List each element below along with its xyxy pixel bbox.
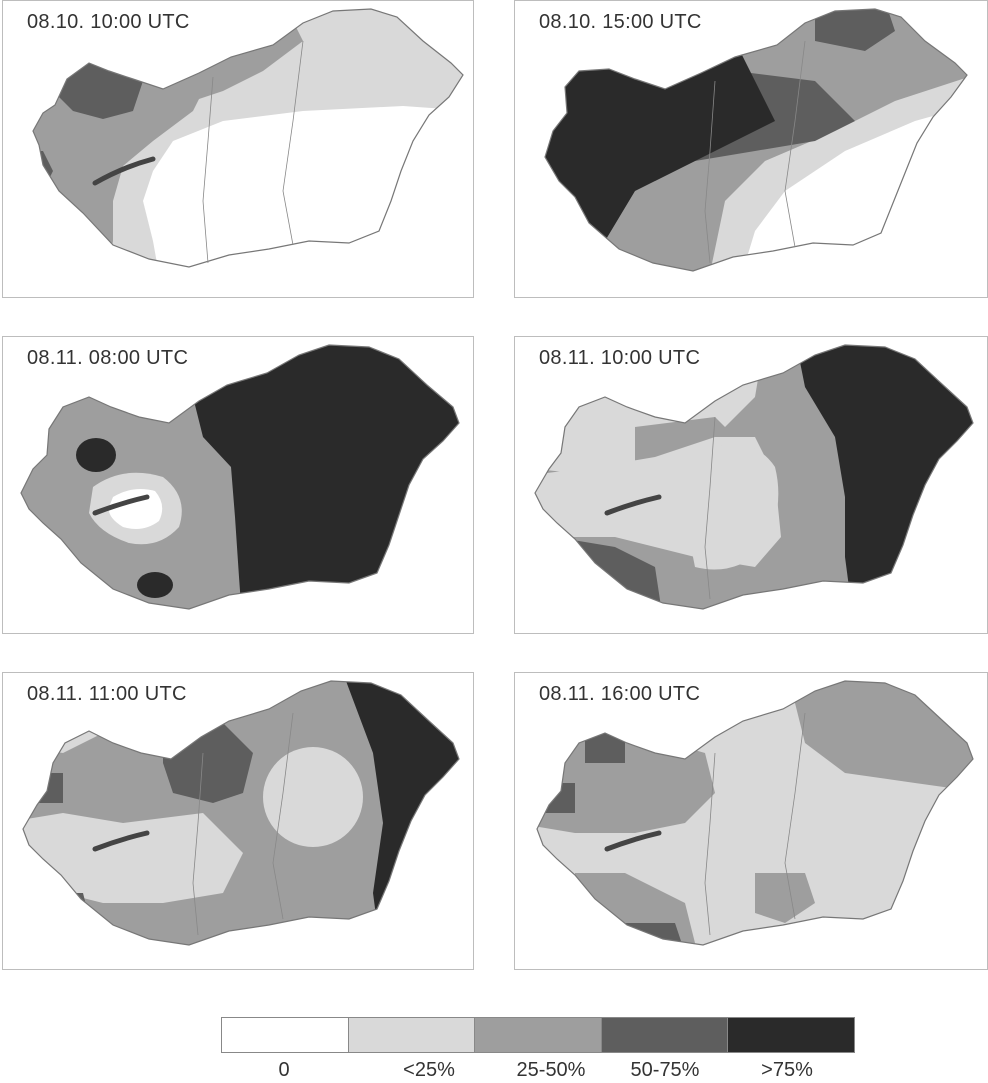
hungary-map-5	[22, 680, 460, 946]
panel-time-label: 08.11. 08:00 UTC	[27, 347, 189, 369]
hungary-map-4	[534, 344, 974, 610]
legend-label-gt75: >75%	[761, 1059, 813, 1081]
legend-swatch-0	[222, 1018, 349, 1052]
legend-swatch-25-50	[475, 1018, 602, 1052]
map-panel-4: 08.11. 10:00 UTC	[514, 336, 988, 634]
legend-swatch-lt25	[348, 1018, 476, 1052]
hungary-map-2	[544, 8, 968, 272]
legend-labels: 0 <25% 25-50% 50-75% >75%	[221, 1059, 853, 1083]
panel-time-label: 08.11. 10:00 UTC	[539, 347, 701, 369]
map-panel-1: 08.10. 10:00 UTC	[2, 0, 474, 298]
legend-color-bar	[221, 1017, 855, 1053]
map-panel-5: 08.11. 11:00 UTC	[2, 672, 474, 970]
legend-swatch-gt75	[728, 1018, 854, 1052]
hungary-map-6	[536, 680, 974, 946]
panel-time-label: 08.10. 10:00 UTC	[27, 11, 190, 33]
map-panel-2: 08.10. 15:00 UTC	[514, 0, 988, 298]
panel-time-label: 08.11. 16:00 UTC	[539, 683, 701, 705]
legend-swatch-50-75	[601, 1018, 729, 1052]
legend-label-50-75: 50-75%	[630, 1059, 700, 1081]
panel-time-label: 08.10. 15:00 UTC	[539, 11, 702, 33]
map-panel-3: 08.11. 08:00 UTC	[2, 336, 474, 634]
legend-label-0: 0	[278, 1059, 290, 1081]
panel-time-label: 08.11. 11:00 UTC	[27, 683, 187, 705]
map-panel-6: 08.11. 16:00 UTC	[514, 672, 988, 970]
legend-label-lt25: <25%	[403, 1059, 455, 1081]
hungary-map-1	[32, 8, 464, 268]
hungary-map-3	[20, 344, 460, 610]
legend-label-25-50: 25-50%	[516, 1059, 586, 1081]
legend: 0 <25% 25-50% 50-75% >75%	[221, 1017, 855, 1081]
